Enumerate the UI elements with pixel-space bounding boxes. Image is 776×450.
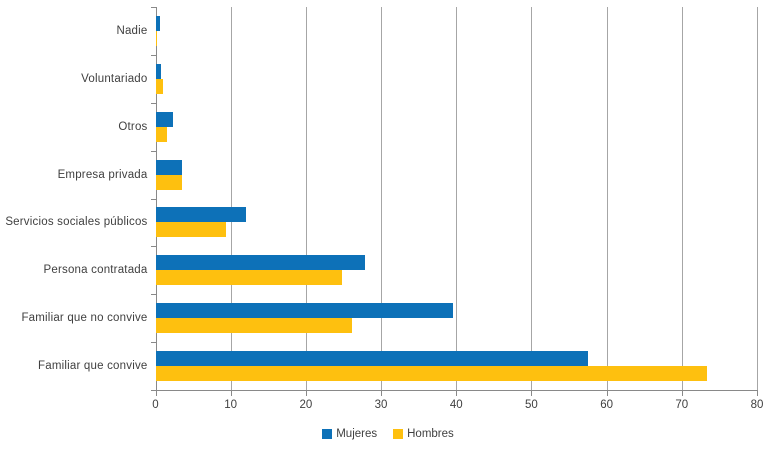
gridline xyxy=(757,7,758,390)
x-axis-tick xyxy=(230,391,232,396)
x-axis-tick xyxy=(155,391,157,396)
x-axis-label: 0 xyxy=(152,399,159,411)
legend-item-mujeres: Mujeres xyxy=(322,428,377,440)
bar-hombres-7 xyxy=(156,318,353,334)
legend-label-hombres: Hombres xyxy=(407,428,454,440)
legend-item-hombres: Hombres xyxy=(393,428,454,440)
bar-hombres-2 xyxy=(156,78,163,94)
bar-mujeres-6 xyxy=(156,255,366,271)
category-label: Otros xyxy=(118,120,148,133)
gridline xyxy=(606,7,608,390)
legend-swatch-hombres xyxy=(393,429,404,439)
y-axis-tick xyxy=(150,342,156,344)
category-label: Familiar que convive xyxy=(38,360,148,373)
category-label: Servicios sociales públicos xyxy=(5,216,148,229)
y-axis-line xyxy=(155,7,157,390)
bar-mujeres-1 xyxy=(156,15,160,31)
legend: Mujeres Hombres xyxy=(0,428,776,440)
legend-label-mujeres: Mujeres xyxy=(336,428,378,440)
gridline xyxy=(230,7,232,390)
bar-hombres-8 xyxy=(156,366,708,382)
x-axis-tick xyxy=(681,391,683,396)
bar-hombres-3 xyxy=(156,126,167,142)
x-axis-label: 70 xyxy=(675,399,689,411)
bar-mujeres-5 xyxy=(156,207,247,223)
y-axis-tick xyxy=(150,102,156,104)
legend-swatch-mujeres xyxy=(322,429,333,439)
x-axis-label: 30 xyxy=(374,399,388,411)
x-axis-tick xyxy=(606,391,608,396)
x-axis-label: 50 xyxy=(525,399,538,411)
gridline xyxy=(305,7,307,390)
y-axis-tick xyxy=(150,198,156,200)
category-label: Persona contratada xyxy=(43,264,148,277)
bar-hombres-4 xyxy=(156,174,182,190)
category-label: Nadie xyxy=(116,24,148,37)
y-axis-tick xyxy=(150,246,156,248)
bar-mujeres-8 xyxy=(156,351,589,367)
y-axis-tick xyxy=(150,7,156,8)
gridline xyxy=(681,7,683,390)
x-axis-tick xyxy=(757,391,758,396)
bar-hombres-6 xyxy=(156,270,343,286)
y-axis-tick xyxy=(150,294,156,296)
y-axis-tick xyxy=(150,54,156,56)
x-axis-label: 10 xyxy=(224,399,238,411)
bar-hombres-1 xyxy=(156,30,157,46)
x-axis-tick xyxy=(381,391,383,396)
bar-mujeres-4 xyxy=(156,159,182,175)
bar-mujeres-2 xyxy=(156,63,161,79)
gridline xyxy=(531,7,533,390)
bar-mujeres-3 xyxy=(156,111,173,127)
bar-mujeres-7 xyxy=(156,303,453,319)
category-label: Voluntariado xyxy=(81,72,148,85)
y-axis-tick xyxy=(150,390,156,391)
x-axis-line xyxy=(152,390,758,391)
x-axis-tick xyxy=(305,391,307,396)
x-axis-label: 20 xyxy=(299,399,313,411)
category-label: Familiar que no convive xyxy=(21,312,148,325)
x-axis-label: 40 xyxy=(449,399,463,411)
gridline xyxy=(456,7,458,390)
y-axis-tick xyxy=(150,150,156,152)
gridline xyxy=(381,7,383,390)
category-label: Empresa privada xyxy=(57,168,148,181)
x-axis-tick xyxy=(456,391,458,396)
x-axis-label: 80 xyxy=(750,399,764,411)
x-axis-tick xyxy=(531,391,533,396)
bar-hombres-5 xyxy=(156,222,226,238)
x-axis-label: 60 xyxy=(600,399,614,411)
